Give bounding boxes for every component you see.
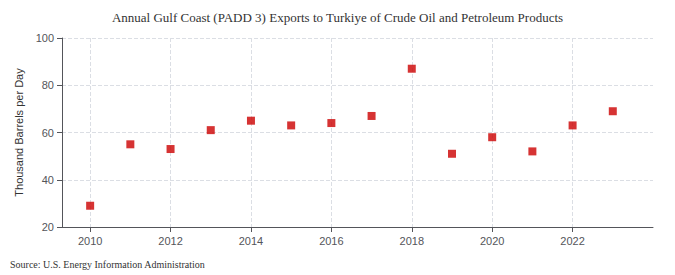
svg-text:2022: 2022 xyxy=(560,235,584,247)
svg-text:Source: U.S. Energy Informatio: Source: U.S. Energy Information Administ… xyxy=(10,259,205,270)
svg-text:40: 40 xyxy=(42,174,54,186)
svg-text:Thousand Barrels per Day: Thousand Barrels per Day xyxy=(13,68,25,197)
svg-text:2010: 2010 xyxy=(78,235,102,247)
svg-text:Annual Gulf Coast (PADD 3) Exp: Annual Gulf Coast (PADD 3) Exports to Tu… xyxy=(112,10,563,25)
svg-text:2012: 2012 xyxy=(158,235,182,247)
svg-text:60: 60 xyxy=(42,127,54,139)
svg-text:20: 20 xyxy=(42,221,54,233)
svg-text:2016: 2016 xyxy=(319,235,343,247)
svg-text:2020: 2020 xyxy=(480,235,504,247)
svg-text:80: 80 xyxy=(42,79,54,91)
svg-text:2014: 2014 xyxy=(239,235,263,247)
svg-text:2018: 2018 xyxy=(400,235,424,247)
svg-text:100: 100 xyxy=(36,32,54,44)
